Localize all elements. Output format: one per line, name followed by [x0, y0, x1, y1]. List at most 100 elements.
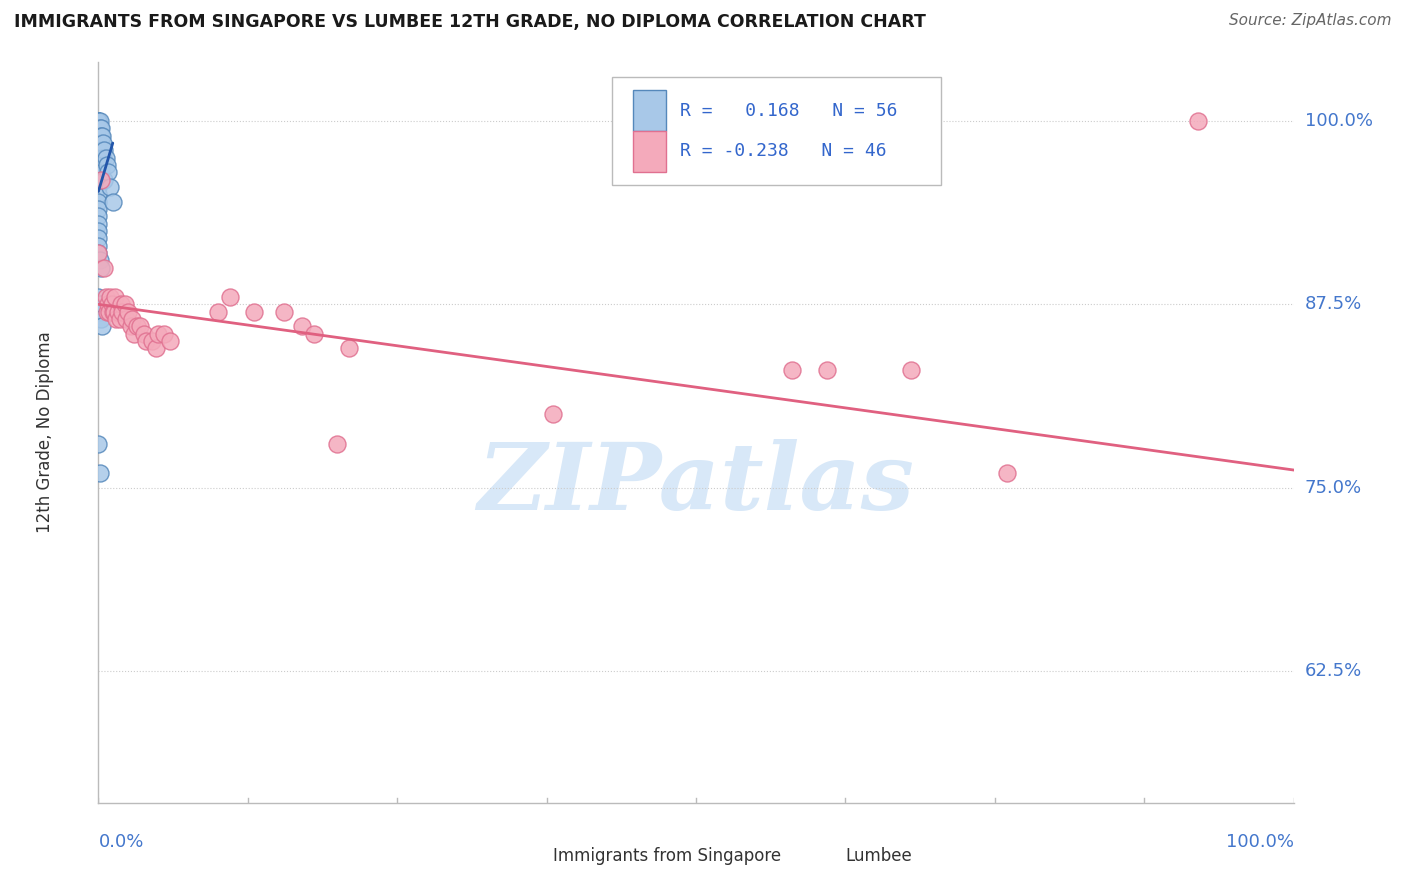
Point: [207, 304, 229, 318]
Point: [98, 180, 122, 194]
Text: Immigrants from Singapore: Immigrants from Singapore: [553, 847, 780, 865]
Point: [87, 187, 110, 202]
Text: 62.5%: 62.5%: [1305, 662, 1362, 680]
Point: [91, 319, 114, 334]
Point: [96, 304, 118, 318]
Point: [125, 319, 148, 334]
Point: [98, 304, 121, 318]
Point: [89, 136, 111, 150]
Point: [110, 297, 132, 311]
Point: [87, 238, 110, 252]
Point: [101, 194, 124, 209]
Point: [135, 334, 157, 348]
Point: [87, 136, 110, 150]
Point: [87, 114, 110, 128]
Point: [148, 326, 170, 341]
Text: Source: ZipAtlas.com: Source: ZipAtlas.com: [1229, 13, 1392, 29]
Point: [111, 304, 134, 318]
Point: [89, 151, 111, 165]
Point: [105, 312, 128, 326]
Text: 100.0%: 100.0%: [1305, 112, 1372, 130]
Point: [89, 466, 111, 480]
Point: [153, 326, 176, 341]
Point: [93, 260, 115, 275]
Point: [87, 290, 110, 304]
Point: [94, 290, 117, 304]
Point: [87, 114, 110, 128]
Point: [89, 128, 111, 143]
Point: [120, 319, 142, 334]
Point: [87, 151, 110, 165]
Text: Lumbee: Lumbee: [845, 847, 912, 865]
Point: [132, 326, 155, 341]
Point: [114, 297, 136, 311]
Point: [117, 304, 139, 318]
Point: [90, 165, 112, 179]
Text: R =   0.168   N = 56: R = 0.168 N = 56: [681, 102, 898, 120]
Point: [121, 312, 143, 326]
Text: ZIPatlas: ZIPatlas: [478, 440, 914, 530]
Text: 75.0%: 75.0%: [1305, 479, 1362, 497]
Point: [87, 224, 110, 238]
Point: [104, 290, 127, 304]
Point: [100, 297, 122, 311]
Point: [87, 217, 110, 231]
Point: [90, 312, 112, 326]
Bar: [804, 848, 820, 864]
Point: [87, 172, 110, 186]
Point: [89, 253, 111, 268]
Point: [87, 436, 110, 450]
Point: [96, 158, 118, 172]
Point: [90, 172, 112, 186]
Point: [87, 114, 110, 128]
Point: [124, 326, 146, 341]
Point: [91, 128, 114, 143]
Point: [87, 210, 110, 224]
Point: [89, 165, 111, 179]
Point: [89, 158, 111, 172]
FancyBboxPatch shape: [613, 78, 941, 185]
Point: [90, 128, 112, 143]
Point: [780, 363, 803, 377]
Point: [87, 194, 110, 209]
Point: [91, 144, 114, 158]
Point: [93, 144, 115, 158]
Point: [91, 158, 114, 172]
Point: [91, 151, 114, 165]
Point: [87, 180, 110, 194]
Point: [93, 172, 115, 186]
Point: [97, 165, 120, 179]
Point: [145, 341, 167, 355]
Point: [107, 304, 129, 318]
Point: [90, 260, 112, 275]
Point: [87, 246, 110, 260]
Point: [541, 407, 564, 421]
Point: [87, 165, 110, 179]
Point: [339, 341, 361, 355]
Text: 87.5%: 87.5%: [1305, 295, 1362, 313]
Point: [273, 304, 295, 318]
Point: [815, 363, 838, 377]
Point: [87, 202, 110, 216]
Point: [98, 290, 122, 304]
Point: [103, 304, 125, 318]
Point: [141, 334, 163, 348]
Point: [89, 114, 111, 128]
Point: [87, 144, 110, 158]
Point: [129, 319, 152, 334]
Text: IMMIGRANTS FROM SINGAPORE VS LUMBEE 12TH GRADE, NO DIPLOMA CORRELATION CHART: IMMIGRANTS FROM SINGAPORE VS LUMBEE 12TH…: [14, 13, 927, 31]
Point: [87, 158, 110, 172]
Point: [243, 304, 266, 318]
Point: [89, 172, 111, 186]
Text: 0.0%: 0.0%: [98, 833, 143, 851]
Bar: [633, 131, 666, 171]
Point: [87, 114, 110, 128]
Bar: [633, 90, 666, 131]
Point: [101, 304, 124, 318]
Point: [89, 121, 111, 136]
Bar: [510, 848, 526, 864]
Point: [1187, 114, 1209, 128]
Point: [94, 151, 117, 165]
Text: 12th Grade, No Diploma: 12th Grade, No Diploma: [35, 332, 53, 533]
Point: [302, 326, 325, 341]
